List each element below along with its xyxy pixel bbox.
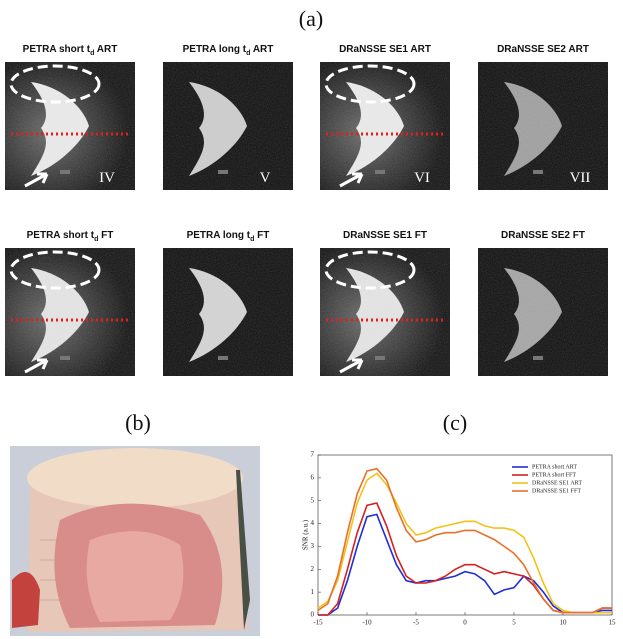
tile-title: PETRA long td FT bbox=[187, 230, 270, 243]
x-tick-label: -5 bbox=[413, 619, 419, 627]
numeral: IV bbox=[99, 170, 115, 186]
tile-title: PETRA long td ART bbox=[183, 44, 274, 57]
noise bbox=[5, 62, 135, 190]
title-text: FT bbox=[254, 230, 269, 241]
title-text: ART bbox=[94, 44, 117, 55]
panel-label: (a) bbox=[299, 6, 323, 31]
y-tick-label: 6 bbox=[311, 473, 315, 481]
tile-title: DRaNSSE SE2 ART bbox=[497, 44, 589, 55]
plot-frame bbox=[317, 454, 613, 616]
y-tick-label: 3 bbox=[311, 542, 315, 550]
numeral: V bbox=[260, 170, 271, 186]
legend-label: DRaNSSE SE1 FFT bbox=[532, 488, 581, 494]
roi-ellipse bbox=[324, 250, 416, 290]
tile-title: DRaNSSE SE2 FT bbox=[501, 230, 585, 241]
noise bbox=[320, 62, 450, 190]
spot bbox=[533, 356, 543, 360]
roi-ellipse bbox=[9, 64, 101, 104]
title-text: DRaNSSE SE2 FT bbox=[501, 230, 585, 241]
y-tick-label: 4 bbox=[311, 519, 315, 527]
spot bbox=[375, 170, 385, 174]
tile-title: DRaNSSE SE1 FT bbox=[343, 230, 427, 241]
x-tick-label: -10 bbox=[362, 619, 372, 627]
spot bbox=[60, 170, 70, 174]
title-text: ART bbox=[250, 44, 273, 55]
title-subscript: d bbox=[250, 236, 254, 243]
title-text: PETRA short t bbox=[27, 230, 95, 241]
spot bbox=[60, 356, 70, 360]
spot bbox=[218, 356, 228, 360]
spot bbox=[533, 170, 543, 174]
mri-image bbox=[478, 62, 608, 190]
roi-ellipse bbox=[324, 64, 416, 104]
mri-image bbox=[163, 248, 293, 376]
title-text: DRaNSSE SE1 FT bbox=[343, 230, 427, 241]
x-tick-label: 0 bbox=[463, 619, 467, 627]
series-line bbox=[318, 502, 612, 616]
noise bbox=[163, 62, 293, 190]
mri-image bbox=[320, 248, 450, 376]
panel-label: (b) bbox=[125, 410, 151, 435]
legend-label: PETRA short FFT bbox=[532, 472, 576, 478]
legend-label: DRaNSSE SE1 ART bbox=[532, 480, 582, 486]
numeral: VI bbox=[414, 170, 430, 186]
noise bbox=[478, 248, 608, 376]
arrow bbox=[339, 172, 364, 188]
mri-image bbox=[320, 62, 450, 190]
series-line bbox=[317, 467, 612, 614]
title-text: DRaNSSE SE1 ART bbox=[339, 44, 431, 55]
snr-chart: 0 1 2 3 4 5 6 7 -15 -10 -5 0 5 10 15 SNR (a.u.) PETRA sh… bbox=[302, 451, 616, 627]
spot bbox=[218, 170, 228, 174]
noise bbox=[5, 248, 135, 376]
series-line bbox=[317, 472, 612, 614]
mri-image bbox=[478, 248, 608, 376]
numeral: VII bbox=[570, 170, 591, 186]
arrow bbox=[24, 172, 49, 188]
x-tick-label: 15 bbox=[609, 619, 617, 627]
mri-image bbox=[5, 248, 135, 376]
x-tick-label: 10 bbox=[560, 619, 568, 627]
spot bbox=[375, 356, 385, 360]
y-tick-label: 0 bbox=[311, 611, 315, 619]
y-tick-label: 7 bbox=[311, 451, 315, 459]
y-axis-label: SNR (a.u.) bbox=[302, 519, 310, 550]
noise bbox=[478, 62, 608, 190]
roi-ellipse bbox=[9, 250, 101, 290]
arrow bbox=[339, 358, 364, 374]
mri-image bbox=[5, 62, 135, 190]
tile-title: PETRA short td FT bbox=[27, 230, 114, 243]
tile-title: DRaNSSE SE1 ART bbox=[339, 44, 431, 55]
title-text: FT bbox=[98, 230, 113, 241]
arrow bbox=[24, 358, 49, 374]
title-subscript: d bbox=[90, 50, 94, 57]
noise bbox=[163, 248, 293, 376]
specimen-photo bbox=[10, 446, 260, 636]
title-text: PETRA long t bbox=[187, 230, 251, 241]
title-subscript: d bbox=[94, 236, 98, 243]
title-text: PETRA long t bbox=[183, 44, 247, 55]
noise bbox=[320, 248, 450, 376]
tile-title: PETRA short td ART bbox=[23, 44, 118, 57]
y-tick-label: 2 bbox=[311, 565, 315, 573]
x-tick-label: 5 bbox=[512, 619, 516, 627]
y-tick-label: 5 bbox=[311, 496, 315, 504]
panel-label: (c) bbox=[443, 410, 467, 435]
title-text: PETRA short t bbox=[23, 44, 91, 55]
x-tick-label: -15 bbox=[313, 619, 323, 627]
title-text: DRaNSSE SE2 ART bbox=[497, 44, 589, 55]
y-tick-label: 1 bbox=[311, 588, 315, 596]
legend-label: PETRA short ART bbox=[532, 464, 577, 470]
mri-image bbox=[163, 62, 293, 190]
title-subscript: d bbox=[246, 50, 250, 57]
